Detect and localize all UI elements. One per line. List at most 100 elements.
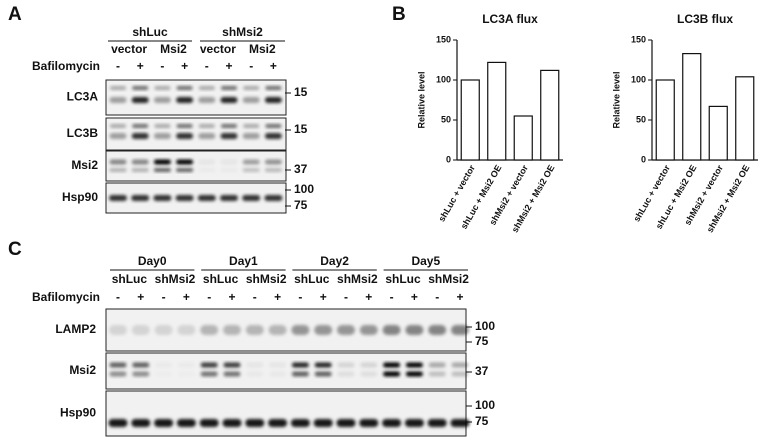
group-label: shLuc [203, 272, 239, 286]
blot-band [153, 195, 172, 201]
blot-band [223, 371, 241, 377]
y-tick-label: 50 [636, 114, 646, 124]
blot-band [269, 362, 287, 368]
blot-band [110, 124, 126, 128]
blot-band [405, 325, 424, 335]
blot-band [154, 325, 173, 335]
blot-band [176, 86, 193, 90]
blot-band [428, 371, 446, 377]
blot-band [405, 362, 423, 368]
blot-band [178, 363, 195, 368]
blot-band [264, 133, 282, 139]
bar [735, 76, 755, 161]
y-tick-label: 0 [446, 154, 451, 164]
blot-band [243, 86, 260, 90]
blot-band [132, 124, 149, 128]
sign-label: - [390, 290, 394, 304]
condition-label: Msi2 [160, 42, 187, 56]
blot-band [177, 325, 196, 335]
sign-label: - [116, 290, 120, 304]
size-marker: 100 [294, 182, 314, 196]
chart-title: LC3A flux [482, 12, 538, 26]
blot-band [245, 325, 264, 335]
blot-band [132, 86, 149, 90]
blot-band [382, 325, 401, 335]
day-label: Day2 [320, 254, 349, 268]
blot-band [427, 419, 447, 427]
blot-band [131, 159, 149, 165]
y-tick-label: 0 [641, 154, 646, 164]
size-marker: 37 [475, 364, 489, 378]
panel-letter: C [8, 239, 22, 260]
row-label: Hsp90 [60, 406, 96, 420]
blot-band [242, 97, 260, 103]
y-axis-label: Relative level [611, 71, 621, 128]
bar [487, 61, 507, 161]
y-tick-label: 100 [436, 74, 451, 84]
blot-band [131, 97, 149, 103]
condition-label: vector [111, 42, 147, 56]
day-label: Day0 [138, 254, 167, 268]
blot-membrane [105, 150, 287, 182]
sign-label: + [137, 59, 144, 73]
blot-band [291, 371, 309, 377]
sign-label: + [228, 290, 235, 304]
blot-band [110, 86, 126, 90]
blot-band [265, 124, 282, 128]
blot-band [131, 195, 150, 201]
group-label: shLuc [132, 25, 168, 39]
blot-band [268, 325, 287, 335]
blot-band [264, 168, 282, 172]
blot-band [153, 168, 171, 172]
bar [540, 69, 560, 161]
blot-band [291, 362, 309, 368]
sign-label: - [253, 290, 257, 304]
blot-band [200, 371, 218, 377]
blot-band [223, 362, 241, 368]
blot-band [109, 97, 127, 103]
blot-band [264, 195, 283, 201]
treatment-label: Bafilomycin [32, 290, 100, 304]
blot-band [451, 371, 469, 377]
blot-membrane [105, 352, 467, 390]
blot-band [242, 159, 260, 165]
chart-title: LC3B flux [677, 12, 733, 26]
blot-band [314, 362, 332, 368]
row-label: Msi2 [71, 158, 98, 172]
blot-band [245, 419, 265, 427]
size-marker: 75 [475, 334, 489, 348]
size-marker: 100 [475, 398, 495, 412]
size-marker: 75 [475, 414, 489, 428]
size-marker: 15 [294, 85, 308, 99]
blot-band [383, 362, 401, 368]
group-label: shMsi2 [155, 272, 196, 286]
bar [682, 52, 702, 161]
blot-band [313, 419, 333, 427]
blot-band [155, 363, 172, 368]
size-marker: 37 [294, 162, 308, 176]
sign-label: + [411, 290, 418, 304]
blot-band [221, 168, 238, 172]
y-tick-label: 100 [631, 74, 646, 84]
sign-label: - [205, 59, 209, 73]
blot-band [197, 195, 216, 201]
blot-band [246, 372, 263, 377]
row-label: Hsp90 [62, 190, 98, 204]
blot-band [176, 97, 194, 103]
blot-band [222, 419, 242, 427]
blot-band [176, 168, 194, 172]
sign-label: - [298, 290, 302, 304]
blot-membrane [105, 79, 287, 116]
blot-band [264, 97, 282, 103]
blot-band [198, 133, 216, 139]
blot-band [131, 419, 151, 427]
sign-label: + [183, 290, 190, 304]
blot-band [200, 362, 218, 368]
blot-band [153, 133, 171, 139]
day-label: Day5 [411, 254, 440, 268]
blot-band [109, 362, 127, 368]
blot-band [198, 86, 215, 90]
blot-band [383, 371, 401, 377]
blot-band [290, 419, 310, 427]
